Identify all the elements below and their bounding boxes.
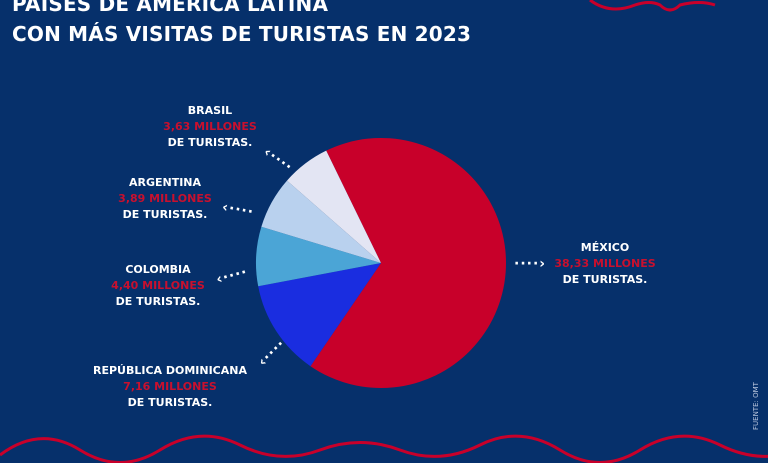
decorative-ribbon (0, 434, 768, 463)
arrow-mexico-icon: ····› (514, 256, 547, 272)
pie-slice-argentina (261, 180, 381, 263)
pie-slice-colombia (256, 226, 381, 287)
pie-slice-brasil (287, 150, 381, 263)
title-line-1: PAÍSES DE AMÉRICA LATINA (12, 0, 329, 16)
label-mexico: MÉXICO 38,33 MILLONES DE TURISTAS. (554, 241, 656, 286)
title-line-2: CON MÁS VISITAS DE TURISTAS EN 2023 (12, 22, 472, 46)
label-brasil: BRASIL 3,63 MILLONES DE TURISTAS. (163, 104, 257, 149)
label-argentina: ARGENTINA 3,89 MILLONES DE TURISTAS. (118, 176, 212, 221)
pie-slice-republica-dominicana (258, 263, 381, 367)
decorative-logo (589, 0, 716, 12)
source-note: FUENTE: OMT (752, 382, 760, 430)
pie-slice-mexico (310, 138, 506, 389)
label-republica-dominicana: REPÚBLICA DOMINICANA 7,16 MILLONES DE TURI… (92, 364, 247, 409)
label-colombia: COLOMBIA 4,40 MILLONES DE TURISTAS. (111, 263, 205, 308)
